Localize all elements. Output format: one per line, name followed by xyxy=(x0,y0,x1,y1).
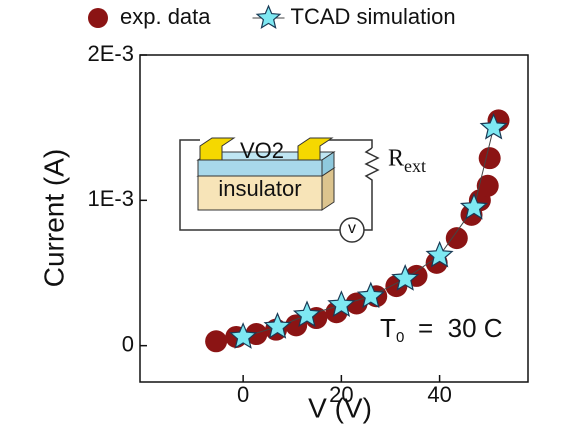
legend-label: TCAD simulation xyxy=(291,4,456,29)
inset-label: VO2 xyxy=(240,138,284,163)
circle-marker xyxy=(476,174,499,197)
star-marker xyxy=(425,240,454,268)
star-marker xyxy=(459,192,488,220)
circle-marker xyxy=(478,147,501,170)
circle-marker xyxy=(445,227,468,250)
inset-label: R xyxy=(388,146,404,172)
wire xyxy=(179,139,340,231)
annotation: T xyxy=(380,313,396,343)
y-tick-label: 0 xyxy=(122,331,134,356)
y-axis-label: Current (A) xyxy=(38,149,69,287)
star-marker xyxy=(391,264,420,291)
contact xyxy=(297,137,334,161)
star-marker xyxy=(263,312,292,339)
star-marker xyxy=(356,281,385,309)
inset-label: v xyxy=(348,220,356,237)
legend-item: exp. data xyxy=(88,4,211,29)
y-tick-label: 2E-3 xyxy=(88,41,134,66)
insulator xyxy=(197,175,323,211)
inset-label: insulator xyxy=(218,176,301,201)
resistor xyxy=(364,147,380,231)
annotation: 0 xyxy=(396,329,404,346)
star-marker xyxy=(479,112,508,140)
vo2-layer xyxy=(197,159,323,177)
annotation: = 30 C xyxy=(418,313,503,343)
legend-item: TCAD simulation xyxy=(252,4,456,29)
inset-label: ext xyxy=(404,156,426,176)
plot-frame xyxy=(139,54,529,383)
circle-marker xyxy=(205,330,228,353)
circle-marker xyxy=(345,292,368,315)
x-tick-label: 0 xyxy=(237,382,249,407)
voltmeter xyxy=(339,217,365,243)
star-marker xyxy=(292,300,321,328)
contact xyxy=(199,137,236,161)
inset-diagram: VO2 insulator R ext v xyxy=(179,137,426,243)
wire xyxy=(318,139,373,148)
x-axis-label: V (V) xyxy=(308,392,372,423)
y-tick-label: 1E-3 xyxy=(88,186,134,211)
star-marker xyxy=(327,290,356,317)
legend-label: exp. data xyxy=(120,4,211,29)
star-marker xyxy=(229,322,258,349)
x-tick-label: 20 xyxy=(329,382,353,407)
x-tick-label: 40 xyxy=(427,382,451,407)
circle-marker xyxy=(245,323,268,346)
legend-marker xyxy=(88,8,108,28)
legend-marker xyxy=(255,4,282,29)
